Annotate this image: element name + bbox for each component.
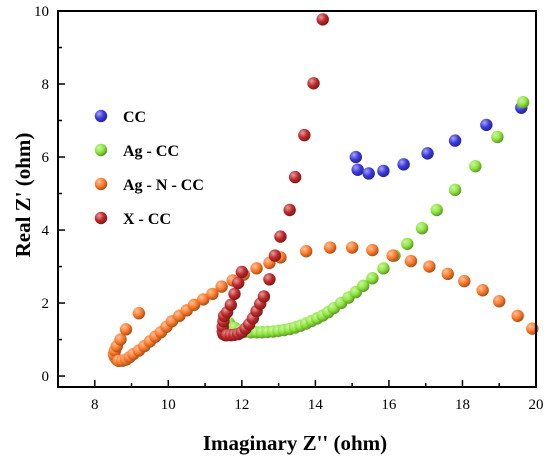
- data-point: [397, 158, 410, 171]
- x-axis-title: Imaginary Z'' (ohm): [203, 431, 387, 455]
- data-point: [250, 262, 263, 275]
- data-point: [476, 284, 489, 297]
- data-point: [235, 265, 249, 279]
- x-tick-label: 14: [308, 397, 324, 413]
- data-point: [316, 13, 329, 26]
- legend-marker: [94, 109, 108, 123]
- data-point: [231, 276, 245, 290]
- axes: 8 10 12 14 16 18 20 0 2 4 6 8 10: [34, 4, 544, 413]
- data-point: [458, 274, 471, 288]
- y-tick-label: 0: [42, 369, 50, 385]
- data-point: [351, 163, 364, 176]
- data-point: [323, 241, 337, 254]
- data-point: [401, 237, 414, 251]
- data-point: [423, 260, 436, 273]
- data-point: [132, 307, 146, 320]
- y-tick-label: 4: [42, 223, 50, 239]
- data-point: [257, 290, 271, 303]
- data-point: [366, 243, 379, 257]
- data-point: [268, 249, 282, 262]
- data-point: [283, 203, 296, 217]
- data-point: [377, 262, 390, 275]
- series-x-cc: [216, 13, 329, 342]
- series-ag-cc: [222, 96, 530, 339]
- data-point: [187, 298, 201, 312]
- x-tick-label: 12: [234, 397, 249, 413]
- legend: CC Ag - CC Ag - N - CC X - CC: [94, 109, 204, 228]
- legend-marker: [94, 177, 108, 191]
- legend-label: X - CC: [123, 211, 171, 228]
- data-point: [197, 293, 210, 306]
- y-tick-label: 2: [42, 296, 50, 312]
- y-tick-label: 6: [42, 150, 50, 166]
- data-point: [274, 230, 287, 243]
- data-point: [377, 164, 390, 178]
- data-point: [362, 167, 375, 180]
- data-point: [516, 96, 530, 109]
- x-tick-label: 8: [91, 397, 99, 413]
- x-tick-label: 16: [381, 397, 397, 413]
- data-point: [493, 295, 506, 308]
- data-point: [404, 254, 418, 268]
- y-tick-label: 8: [42, 77, 50, 93]
- data-point: [448, 183, 462, 197]
- plot-area: [107, 13, 539, 367]
- x-tick-label: 10: [161, 397, 176, 413]
- plot-frame: [57, 10, 537, 388]
- legend-label: Ag - CC: [123, 143, 179, 160]
- legend-label: CC: [123, 109, 146, 126]
- data-point: [345, 241, 359, 254]
- data-point: [511, 309, 524, 323]
- x-tick-label: 18: [455, 397, 470, 413]
- data-point: [299, 245, 313, 258]
- data-point: [441, 267, 454, 281]
- data-point: [114, 333, 127, 346]
- data-point: [263, 273, 276, 286]
- data-point: [430, 203, 443, 217]
- data-point: [480, 118, 493, 132]
- data-point: [386, 249, 399, 262]
- data-point: [307, 77, 320, 90]
- data-point: [356, 279, 370, 293]
- legend-label: Ag - N - CC: [123, 177, 204, 194]
- data-point: [119, 323, 133, 336]
- y-tick-label: 10: [34, 4, 49, 20]
- data-point: [228, 287, 241, 301]
- data-point: [421, 147, 434, 160]
- data-point: [224, 298, 238, 312]
- data-point: [366, 272, 379, 285]
- y-axis-title: Real Z' (ohm): [11, 133, 35, 258]
- data-point: [469, 159, 482, 173]
- data-point: [349, 150, 363, 164]
- legend-marker: [94, 211, 108, 225]
- legend-marker: [94, 143, 108, 157]
- data-point: [491, 130, 504, 144]
- data-point: [288, 170, 302, 184]
- data-point: [206, 287, 219, 301]
- data-point: [298, 128, 311, 142]
- x-tick-label: 20: [529, 397, 544, 413]
- data-point: [415, 222, 429, 235]
- series-ag-n-cc: [107, 241, 539, 367]
- data-point: [215, 280, 228, 293]
- data-point: [448, 134, 462, 147]
